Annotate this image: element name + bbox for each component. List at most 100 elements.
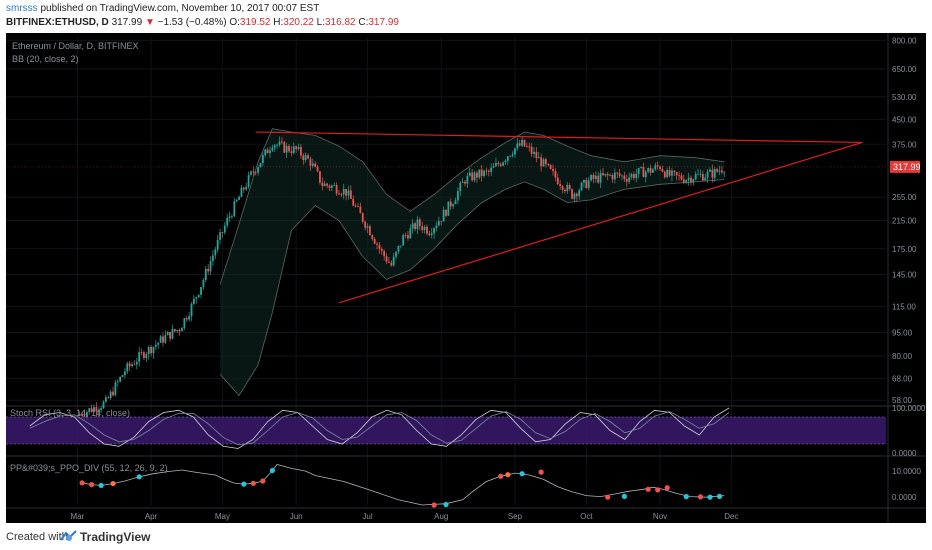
price-tick-label: 175.00 [892,245,917,254]
candle-body [644,171,647,178]
candle-body [623,175,626,180]
candle-body [409,228,412,239]
chart-background [6,33,926,523]
candle-body [380,248,383,251]
candle-body [147,346,150,355]
price-tick-label: 255.00 [892,193,917,202]
candle-body [109,391,112,399]
candle-body [554,171,557,178]
candle-body [378,244,381,249]
tradingview-brand[interactable]: TradingView [80,530,151,544]
candle-body [319,171,321,183]
candle-body [307,155,309,159]
candle-body [264,149,267,156]
candle-body [157,342,160,345]
candle-body [556,177,559,185]
candle-body [295,146,298,149]
candle-body [490,167,493,172]
month-label: Oct [580,512,593,521]
candle-body [542,159,545,167]
candle-body [95,407,98,412]
candle-body [430,233,433,236]
candle-body [718,170,721,172]
ppo-line [82,464,725,506]
bollinger-upper-line [219,128,725,285]
candle-body [321,182,324,187]
candle-body [100,408,103,410]
candle-body [128,363,131,367]
ppo-divergence-marker [707,494,713,500]
candle-body [504,160,507,163]
candle-body [642,167,645,178]
candle-body [414,223,416,230]
ppo-divergence-marker [621,493,627,499]
candle-body [428,233,431,236]
candle-body [238,196,240,200]
candle-body [661,168,664,172]
candle-body [181,327,183,332]
candle-body [300,146,302,156]
ppo-divergence-marker [716,493,723,499]
candle-body [164,335,167,343]
candle-body [150,346,152,354]
candle-body [511,154,514,156]
candle-body [114,382,117,396]
candle-body [366,226,369,228]
candle-body [706,171,709,178]
price-chart[interactable]: Ethereum / Dollar, D, BITFINEX BB (20, c… [6,33,926,523]
symbol-label: BITFINEX:ETHUSD, D [6,17,109,28]
high-label: H: [273,17,284,28]
candle-body [78,414,81,416]
candle-body [200,286,202,295]
author-link[interactable]: smrsss [6,3,38,14]
low-label: L: [316,17,325,28]
candle-body [159,336,162,343]
open-label: O: [229,17,240,28]
candle-body [188,316,191,320]
candle-body [694,174,697,180]
ppo-tick-label: 10.0000 [892,467,921,476]
candle-body [231,216,233,217]
candle-body [221,232,224,234]
candle-body [671,170,673,176]
candle-body [540,157,543,167]
candle-body [437,221,440,226]
price-change: −1.53 (−0.48%) [157,17,227,28]
candle-body [345,189,348,196]
price-tick-label: 68.00 [892,374,913,383]
month-label: Aug [434,512,448,521]
ppo-divergence-marker [683,494,689,500]
candle-body [480,169,483,177]
candle-body [112,391,114,396]
ppo-divergence-marker [269,467,275,474]
candle-body [83,415,86,417]
candle-body [121,375,124,377]
candle-body [104,397,107,402]
candle-body [690,177,692,183]
candle-body [154,344,157,347]
symbol-legend: Ethereum / Dollar, D, BITFINEX [12,41,139,51]
price-tick-label: 215.00 [892,217,917,226]
candle-body [602,173,604,176]
stoch-tick-label: 100.0000 [892,404,926,413]
candle-body [673,170,676,173]
ohlc-line: BITFINEX:ETHUSD, D 317.99 ▼ −1.53 (−0.48… [6,17,399,28]
candle-body [442,209,445,222]
candle-body [464,181,466,184]
candle-body [212,255,214,262]
candle-body [209,261,212,272]
candle-body [195,297,198,299]
candle-body [173,329,176,332]
candle-body [523,139,526,147]
candle-body [335,185,338,194]
ppo-divergence-marker [498,473,504,479]
candle-body [568,185,571,190]
candle-body [478,169,481,178]
candle-body [316,166,319,172]
stoch-d-line [29,411,730,446]
candle-body [487,170,490,172]
candle-body [90,408,93,412]
candle-body [564,189,566,192]
ppo-divergence-marker [98,482,104,489]
ppo-divergence-marker [443,501,449,508]
